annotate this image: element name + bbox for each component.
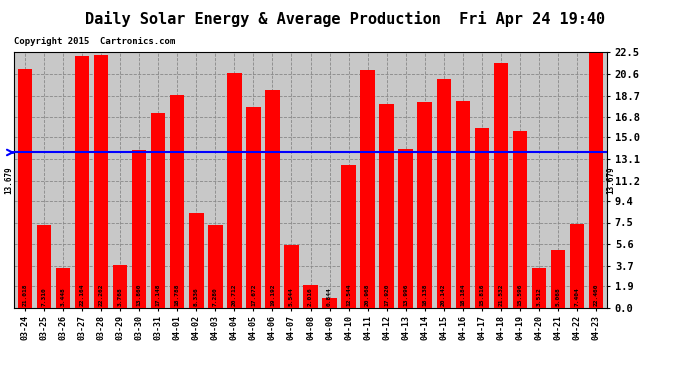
Bar <box>56 268 70 308</box>
Bar <box>455 101 470 308</box>
Text: 21.018: 21.018 <box>23 284 28 306</box>
Text: 20.142: 20.142 <box>441 284 446 306</box>
Text: 5.544: 5.544 <box>289 288 294 306</box>
Bar <box>513 131 527 308</box>
Bar <box>493 63 508 308</box>
Text: 13.679: 13.679 <box>3 166 13 194</box>
Text: 2.016: 2.016 <box>308 288 313 306</box>
Bar <box>266 90 279 308</box>
Bar <box>227 73 242 308</box>
Bar <box>113 265 128 308</box>
Bar <box>151 113 166 308</box>
Text: 22.164: 22.164 <box>80 284 85 306</box>
Text: 7.310: 7.310 <box>41 288 47 306</box>
Bar <box>342 165 355 308</box>
Text: 18.788: 18.788 <box>175 284 180 306</box>
Text: 5.068: 5.068 <box>555 288 560 306</box>
Text: 7.280: 7.280 <box>213 288 218 306</box>
Text: 17.920: 17.920 <box>384 284 389 306</box>
Text: 13.860: 13.860 <box>137 284 142 306</box>
Text: 7.404: 7.404 <box>574 288 580 306</box>
Text: 0.844: 0.844 <box>327 288 332 306</box>
Text: 22.262: 22.262 <box>99 284 103 306</box>
Text: 22.460: 22.460 <box>593 284 598 306</box>
Bar <box>75 56 90 308</box>
Bar <box>18 69 32 308</box>
Text: 8.336: 8.336 <box>194 288 199 306</box>
Text: 20.968: 20.968 <box>365 284 370 306</box>
Bar <box>531 268 546 308</box>
Text: 3.512: 3.512 <box>536 288 541 306</box>
Text: Copyright 2015  Cartronics.com: Copyright 2015 Cartronics.com <box>14 38 175 46</box>
Text: Daily Solar Energy & Average Production  Fri Apr 24 19:40: Daily Solar Energy & Average Production … <box>85 11 605 27</box>
Bar <box>360 70 375 308</box>
Bar <box>417 102 432 308</box>
Bar <box>437 79 451 308</box>
Bar <box>589 53 603 307</box>
Bar <box>551 250 565 307</box>
Text: 18.138: 18.138 <box>422 284 427 306</box>
Bar <box>284 244 299 308</box>
Bar <box>570 224 584 308</box>
Bar <box>246 107 261 308</box>
Text: 3.768: 3.768 <box>118 288 123 306</box>
Bar <box>475 128 489 308</box>
Text: 12.544: 12.544 <box>346 284 351 306</box>
Text: 21.532: 21.532 <box>498 284 503 306</box>
Bar <box>170 94 184 308</box>
Text: 19.192: 19.192 <box>270 284 275 306</box>
Bar <box>189 213 204 308</box>
Bar <box>398 149 413 308</box>
Bar <box>132 150 146 308</box>
Text: 18.184: 18.184 <box>460 284 465 306</box>
Text: 3.448: 3.448 <box>61 288 66 306</box>
Text: 15.816: 15.816 <box>479 284 484 306</box>
Text: 13.996: 13.996 <box>403 284 408 306</box>
Bar <box>304 285 317 308</box>
Bar <box>208 225 223 308</box>
Bar <box>94 55 108 308</box>
Text: 15.596: 15.596 <box>518 284 522 306</box>
Text: 17.148: 17.148 <box>156 284 161 306</box>
Bar <box>322 298 337 307</box>
Text: 20.712: 20.712 <box>232 284 237 306</box>
Bar <box>380 104 394 308</box>
Text: 17.672: 17.672 <box>251 284 256 306</box>
Text: 13.679: 13.679 <box>606 166 615 194</box>
Bar <box>37 225 51 308</box>
